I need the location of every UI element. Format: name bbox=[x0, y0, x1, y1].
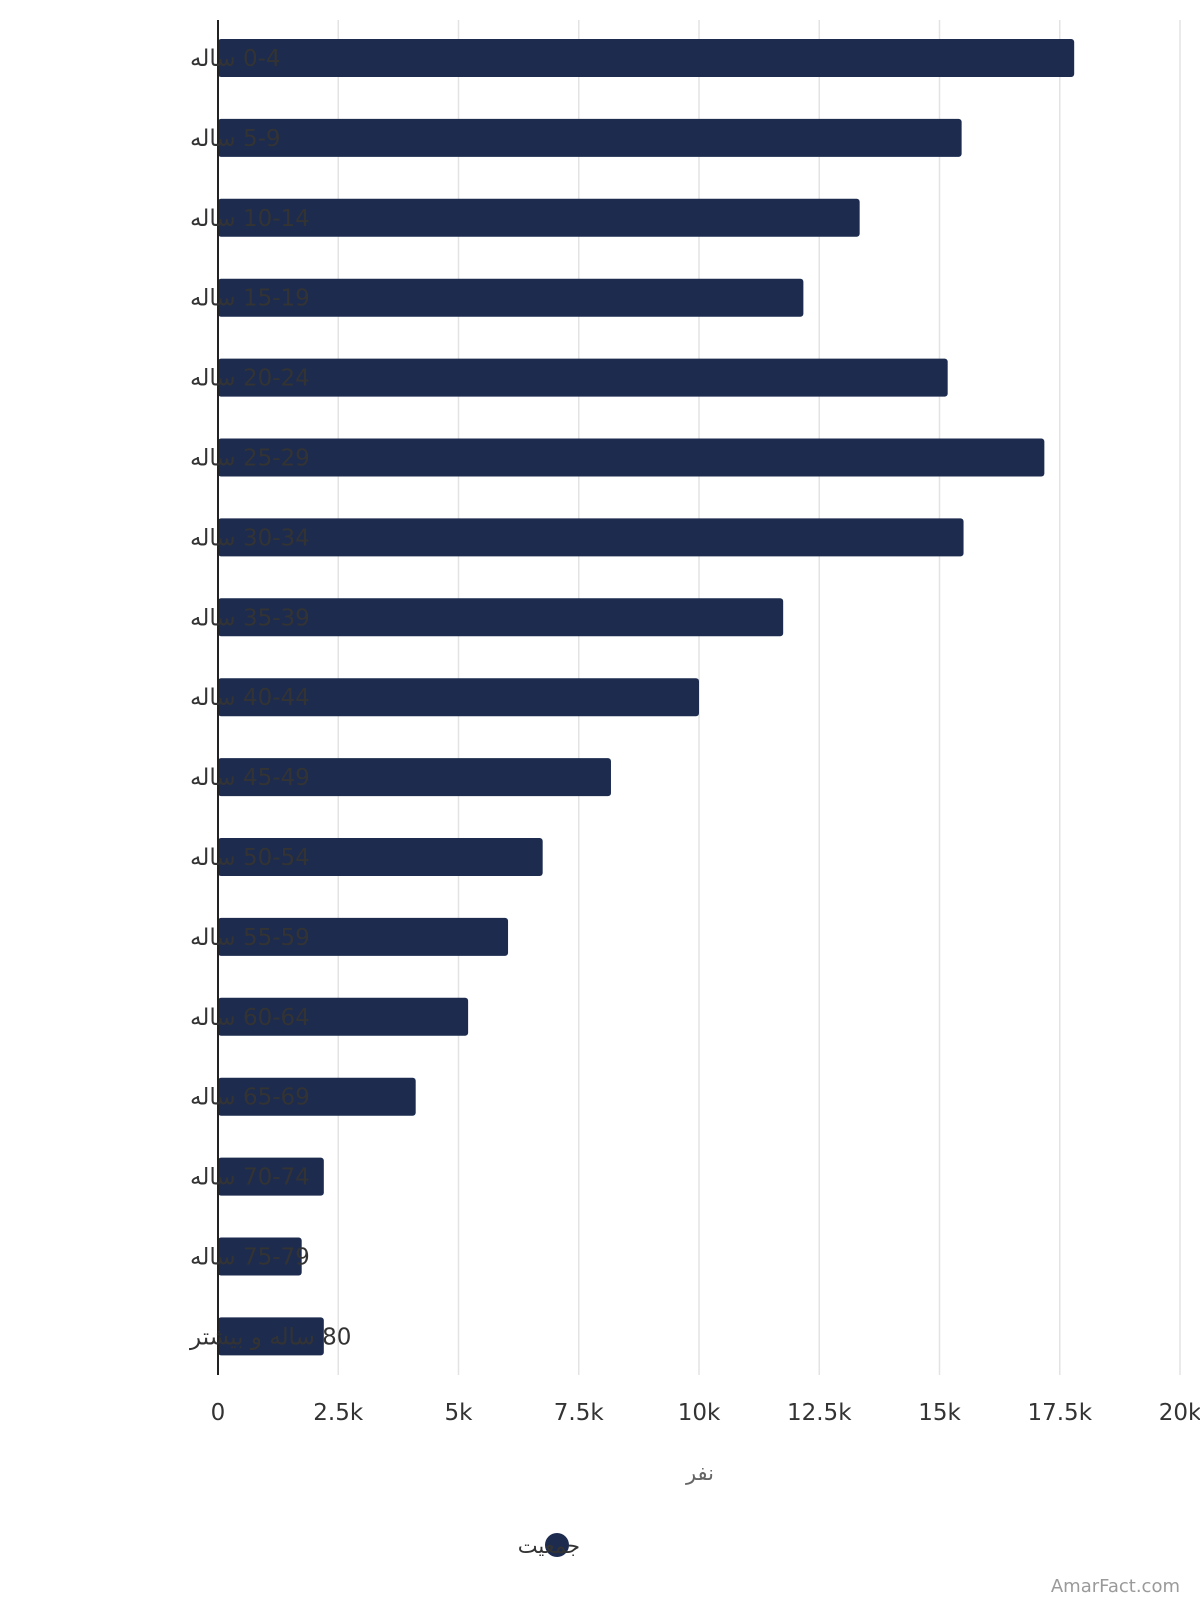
category-label: 30-34 ساله bbox=[190, 525, 310, 551]
bar[interactable] bbox=[218, 118, 962, 157]
category-label: 40-44 ساله bbox=[190, 685, 310, 711]
bar[interactable] bbox=[218, 39, 1075, 77]
category-label: 80 ساله و بیشتر bbox=[189, 1324, 351, 1350]
bar[interactable] bbox=[218, 1157, 324, 1196]
bar[interactable] bbox=[218, 758, 611, 797]
x-tick-label: 0 bbox=[211, 1400, 226, 1426]
x-tick-labels: 0 2.5k 5k 7.5k 10k 12.5k 15k 17.5k 20k bbox=[211, 1400, 1200, 1426]
source-credit[interactable]: AmarFact.com bbox=[1051, 1576, 1180, 1597]
bar[interactable] bbox=[218, 438, 1045, 477]
x-tick-label: 10k bbox=[678, 1400, 721, 1426]
x-tick-label: 7.5k bbox=[554, 1400, 605, 1426]
category-label: 20-24 ساله bbox=[190, 366, 310, 392]
category-label: 50-54 ساله bbox=[190, 845, 310, 871]
bar[interactable] bbox=[218, 518, 964, 557]
category-label: 75-79 ساله bbox=[190, 1245, 310, 1271]
category-label: 70-74 ساله bbox=[190, 1165, 310, 1191]
bar[interactable] bbox=[218, 1237, 302, 1276]
category-label: 25-29 ساله bbox=[190, 446, 310, 472]
bar[interactable] bbox=[218, 1077, 416, 1116]
category-labels: 0-4 ساله 5-9 ساله 10-14 ساله 15-19 ساله 20-2… bbox=[189, 46, 351, 1350]
bar[interactable] bbox=[218, 598, 784, 637]
category-label: 55-59 ساله bbox=[190, 925, 310, 951]
bar[interactable] bbox=[218, 1317, 324, 1356]
category-label: 45-49 ساله bbox=[190, 765, 310, 791]
bar[interactable] bbox=[218, 278, 804, 317]
x-tick-label: 15k bbox=[918, 1400, 961, 1426]
category-label: 15-19 ساله bbox=[190, 286, 310, 312]
x-tick-label: 20k bbox=[1159, 1400, 1200, 1426]
bar[interactable] bbox=[218, 997, 469, 1036]
bar[interactable] bbox=[218, 678, 699, 717]
x-tick-label: 17.5k bbox=[1027, 1400, 1092, 1426]
bar[interactable] bbox=[218, 198, 860, 237]
category-label: 65-69 ساله bbox=[190, 1085, 310, 1111]
category-label: 35-39 ساله bbox=[190, 605, 310, 631]
category-label: 60-64 ساله bbox=[190, 1005, 310, 1031]
category-label: 5-9 ساله bbox=[190, 126, 281, 152]
legend-marker bbox=[545, 1533, 569, 1557]
bar[interactable] bbox=[218, 917, 509, 956]
x-tick-label: 2.5k bbox=[313, 1400, 364, 1426]
category-label: 0-4 ساله bbox=[190, 46, 281, 72]
legend-label: جمعیت bbox=[518, 1534, 580, 1558]
category-label: 10-14 ساله bbox=[190, 206, 310, 232]
bar[interactable] bbox=[218, 838, 543, 876]
legend[interactable]: جمعیت bbox=[518, 1533, 580, 1558]
x-axis-title: نفر bbox=[685, 1461, 714, 1485]
x-tick-label: 12.5k bbox=[787, 1400, 852, 1426]
bar[interactable] bbox=[218, 358, 948, 397]
bars bbox=[218, 39, 1075, 1356]
x-tick-label: 5k bbox=[445, 1400, 474, 1426]
